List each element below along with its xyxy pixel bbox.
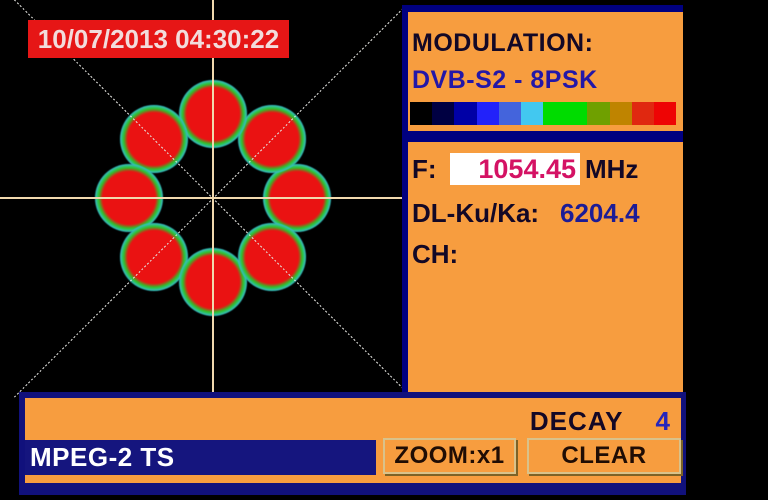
modulation-panel: MODULATION: DVB-S2 - 8PSK	[402, 5, 683, 131]
colorbar-segment	[609, 102, 632, 125]
colorbar-segment	[476, 102, 499, 125]
colorbar-segment	[498, 102, 521, 125]
modulation-value: DVB-S2 - 8PSK	[412, 66, 598, 94]
decay-indicator: DECAY 4	[530, 407, 670, 435]
downlink-value: 6204.4	[560, 198, 640, 228]
colorbar-segment	[432, 102, 455, 125]
bottom-bar: DECAY 4 MPEG-2 TS ZOOM:x1 CLEAR	[19, 392, 686, 495]
colorbar-segment	[631, 102, 654, 125]
colorbar-segment	[653, 102, 677, 125]
colorbar-segment	[454, 102, 477, 125]
colorbar-segment	[410, 102, 433, 125]
modulation-label: MODULATION:	[412, 29, 594, 57]
colorbar-segment	[565, 102, 588, 125]
constellation-display: 10/07/2013 04:30:22	[0, 0, 402, 398]
frequency-unit: MHz	[585, 154, 639, 184]
bottom-bar-inner: DECAY 4 MPEG-2 TS ZOOM:x1 CLEAR	[25, 398, 681, 483]
colorbar-segment	[587, 102, 610, 125]
timestamp-badge: 10/07/2013 04:30:22	[28, 20, 289, 58]
zoom-button[interactable]: ZOOM:x1	[383, 438, 516, 474]
vertical-crosshair-line	[212, 0, 214, 398]
intensity-colorbar	[410, 102, 677, 125]
panel-separator	[402, 131, 683, 142]
tuning-panel: F: 1054.45 MHz DL-Ku/Ka: 6204.4 CH:	[402, 142, 683, 397]
frequency-input[interactable]: 1054.45	[450, 153, 580, 185]
colorbar-segment	[520, 102, 544, 125]
diagonal-crosshair-line	[11, 0, 402, 398]
decay-value: 4	[655, 406, 670, 436]
colorbar-segment	[543, 102, 566, 125]
decay-label: DECAY	[529, 406, 624, 436]
diagonal-crosshair-line	[11, 0, 402, 398]
horizontal-crosshair-line	[0, 197, 402, 199]
clear-button[interactable]: CLEAR	[527, 438, 681, 474]
channel-label: CH:	[412, 239, 459, 269]
stream-type-banner: MPEG-2 TS	[25, 440, 376, 475]
downlink-label: DL-Ku/Ka:	[412, 198, 540, 228]
frequency-label: F:	[412, 154, 437, 184]
